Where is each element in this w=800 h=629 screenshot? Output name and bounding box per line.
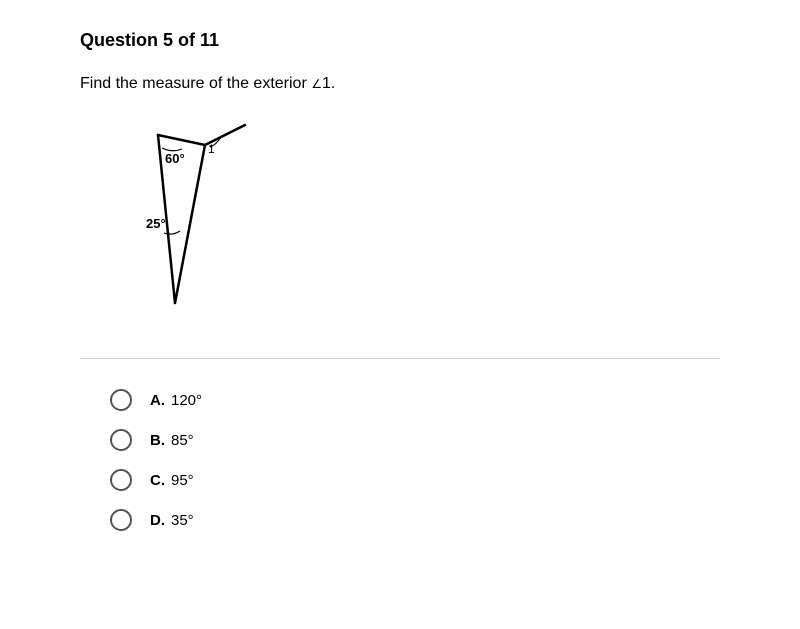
prompt-post: 1.: [322, 75, 335, 92]
answer-letter: D.: [150, 512, 165, 529]
answer-letter: B.: [150, 432, 165, 449]
angle-symbol: ∠: [311, 77, 322, 91]
radio-icon: [110, 469, 132, 491]
triangle-right-side: [175, 145, 205, 303]
triangle-top-side: [158, 135, 205, 145]
triangle-figure: 60° 25° 1: [110, 123, 720, 328]
label-25: 25°: [146, 216, 166, 231]
label-1: 1: [208, 142, 215, 156]
prompt-pre: Find the measure of the exterior: [80, 75, 311, 92]
divider: [80, 358, 720, 359]
arc-25: [164, 231, 180, 234]
answer-text: 95°: [171, 472, 194, 489]
answer-list: A. 120° B. 85° C. 95° D. 35°: [80, 389, 720, 531]
question-container: Question 5 of 11 Find the measure of the…: [0, 0, 800, 579]
label-60: 60°: [165, 151, 185, 166]
radio-icon: [110, 509, 132, 531]
answer-option-b[interactable]: B. 85°: [110, 429, 720, 451]
answer-option-d[interactable]: D. 35°: [110, 509, 720, 531]
answer-text: 85°: [171, 432, 194, 449]
radio-icon: [110, 429, 132, 451]
question-header: Question 5 of 11: [80, 30, 720, 51]
answer-letter: C.: [150, 472, 165, 489]
question-prompt: Find the measure of the exterior ∠1.: [80, 75, 720, 93]
answer-option-c[interactable]: C. 95°: [110, 469, 720, 491]
triangle-svg: 60° 25° 1: [110, 123, 280, 323]
radio-icon: [110, 389, 132, 411]
answer-letter: A.: [150, 392, 165, 409]
answer-text: 35°: [171, 512, 194, 529]
answer-option-a[interactable]: A. 120°: [110, 389, 720, 411]
answer-text: 120°: [171, 392, 202, 409]
